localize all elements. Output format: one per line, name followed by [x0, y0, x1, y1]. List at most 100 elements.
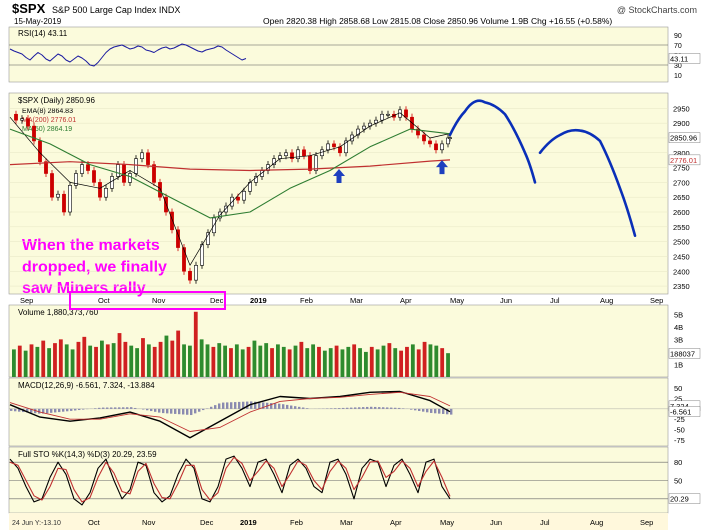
price-close-tag: 2850.96 — [670, 134, 697, 143]
volume-bar — [387, 343, 392, 377]
macd-histogram-bar — [330, 408, 333, 409]
volume-bar — [111, 343, 116, 377]
price-candle-body — [428, 140, 432, 145]
macd-histogram-bar — [118, 407, 121, 409]
rsi-value-tag-bg — [668, 53, 701, 64]
sto-xtick-Apr: Apr — [390, 518, 402, 527]
macd-histogram-bar — [134, 407, 137, 409]
macd-histogram-bar — [390, 407, 393, 409]
price-legend-ma50: MA(50) 2864.19 — [22, 126, 72, 133]
price-candle-body — [170, 211, 174, 231]
price-candle-body — [14, 113, 18, 121]
macd-histogram-bar — [30, 408, 33, 413]
macd-tick-25: 25 — [674, 395, 682, 404]
macd-histogram-bar — [430, 408, 433, 413]
price-candle-body — [32, 125, 36, 142]
macd-histogram-bar — [262, 402, 265, 409]
macd-histogram-bar — [178, 408, 181, 415]
volume-bar — [410, 344, 415, 377]
macd-histogram-bar — [418, 408, 421, 411]
projection-curve — [448, 99, 537, 184]
price-candle-body — [236, 196, 240, 201]
macd-histogram-bar — [182, 408, 185, 415]
price-xtick-Nov: Nov — [152, 296, 166, 305]
price-candle-body — [110, 176, 114, 189]
macd-histogram-bar — [98, 407, 101, 409]
price-panel — [8, 92, 669, 295]
price-candle-body — [386, 113, 390, 116]
volume-bar — [152, 346, 157, 377]
volume-bar — [176, 330, 181, 377]
volume-bar — [234, 344, 239, 377]
support-arrow-icon — [333, 169, 345, 184]
price-candle-body — [146, 152, 150, 165]
price-legend-title: $SPX (Daily) 2850.96 — [18, 96, 95, 105]
miners-annotation: When the markets dropped, we finally saw… — [22, 237, 167, 297]
price-candle-body — [20, 118, 24, 121]
price-candle-body — [344, 140, 348, 154]
price-candle-body — [380, 113, 384, 121]
sto-xtick-Nov: Nov — [142, 518, 156, 527]
price-tick-2450: 2450 — [673, 252, 690, 261]
price-candle-body — [308, 155, 312, 171]
bottom-bar — [9, 513, 668, 530]
price-tick-2900: 2900 — [673, 119, 690, 128]
price-candle-body — [116, 164, 120, 177]
volume-legend: Volume 1,880,373,760 — [18, 308, 99, 317]
macd-histogram-bar — [14, 408, 17, 412]
volume-bar — [41, 340, 46, 377]
volume-bar — [305, 348, 310, 377]
macd-histogram-bar — [66, 408, 69, 412]
volume-bar — [328, 348, 333, 377]
volume-tick-4B: 4B — [674, 323, 683, 332]
macd-histogram-bar — [434, 408, 437, 414]
price-candle-body — [440, 143, 444, 151]
volume-value-tag-bg — [668, 348, 701, 359]
macd-histogram-bar — [274, 403, 277, 409]
price-xtick-2019: 2019 — [250, 296, 267, 305]
macd-histogram-bar — [38, 408, 41, 414]
volume-bar — [299, 341, 304, 377]
price-candle-body — [422, 134, 426, 142]
macd-histogram-bar — [150, 408, 153, 412]
price-xtick-Jun: Jun — [500, 296, 512, 305]
price-xtick-Sep: Sep — [650, 296, 663, 305]
volume-bar — [70, 349, 75, 377]
macd-histogram-bar — [214, 405, 217, 409]
annotation-box — [69, 291, 226, 310]
volume-bar — [182, 344, 186, 377]
volume-bar — [88, 345, 93, 377]
price-tick-2700: 2700 — [673, 178, 690, 187]
macd-histogram-bar — [242, 401, 245, 409]
sto-xtick-Mar: Mar — [340, 518, 353, 527]
sto-tick-80: 80 — [674, 458, 682, 467]
price-legend-ma200: MA(200) 2776.01 — [22, 117, 76, 124]
macd-histogram-bar — [450, 408, 453, 415]
macd-tick--25: -25 — [674, 415, 685, 424]
macd-histogram-bar — [234, 402, 237, 409]
price-candle-body — [404, 109, 408, 118]
price-candle-body — [332, 143, 336, 148]
macd-histogram-bar — [346, 407, 349, 409]
volume-bar — [205, 344, 210, 377]
volume-bar — [446, 353, 450, 377]
macd-histogram-bar — [94, 408, 97, 409]
volume-bar — [240, 349, 245, 377]
macd-histogram-bar — [270, 403, 273, 409]
price-tick-2750: 2750 — [673, 164, 690, 173]
sto-value-tag-bg — [668, 493, 701, 504]
volume-bar — [188, 345, 192, 377]
volume-bar — [311, 344, 316, 377]
volume-bar — [270, 348, 274, 377]
projection-curve — [538, 128, 637, 238]
volume-bar — [164, 335, 169, 377]
rsi-line — [9, 43, 247, 67]
volume-bar — [317, 346, 321, 377]
macd-histogram-bar — [258, 402, 261, 409]
volume-bar — [340, 349, 345, 377]
price-tick-2650: 2650 — [673, 193, 690, 202]
volume-bar — [129, 345, 134, 377]
price-xtick-Sep: Sep — [20, 296, 33, 305]
rsi-panel — [8, 26, 669, 83]
